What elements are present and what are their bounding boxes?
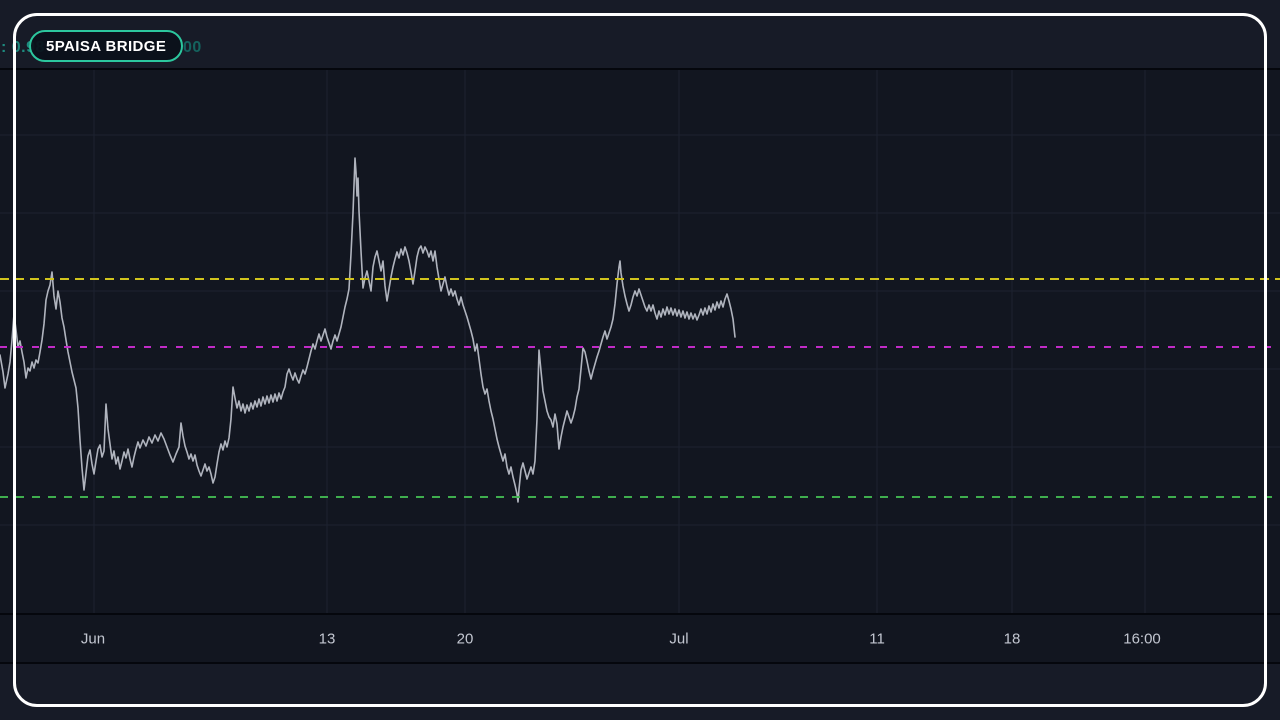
x-axis-label: 20 xyxy=(456,630,474,647)
symbol-badge[interactable]: 5PAISA BRIDGE xyxy=(29,30,184,62)
x-axis-label: Jul xyxy=(669,630,689,647)
legend-value-right: 00 xyxy=(183,39,202,56)
chart-pane[interactable] xyxy=(0,70,1280,613)
x-axis-label: 13 xyxy=(318,630,336,647)
x-axis-label: 16:00 xyxy=(1123,630,1161,647)
time-axis[interactable]: Jun 13 20 Jul 11 18 16:00 xyxy=(0,613,1280,662)
x-axis-label: 18 xyxy=(1003,630,1021,647)
x-axis-label: 11 xyxy=(869,630,885,647)
header-bar: : 0.98 00 5PAISA BRIDGE xyxy=(0,0,1280,70)
gridlines xyxy=(0,70,1280,613)
bottom-strip xyxy=(0,662,1280,720)
x-axis-label: Jun xyxy=(80,630,106,647)
price-line-series xyxy=(0,157,736,503)
